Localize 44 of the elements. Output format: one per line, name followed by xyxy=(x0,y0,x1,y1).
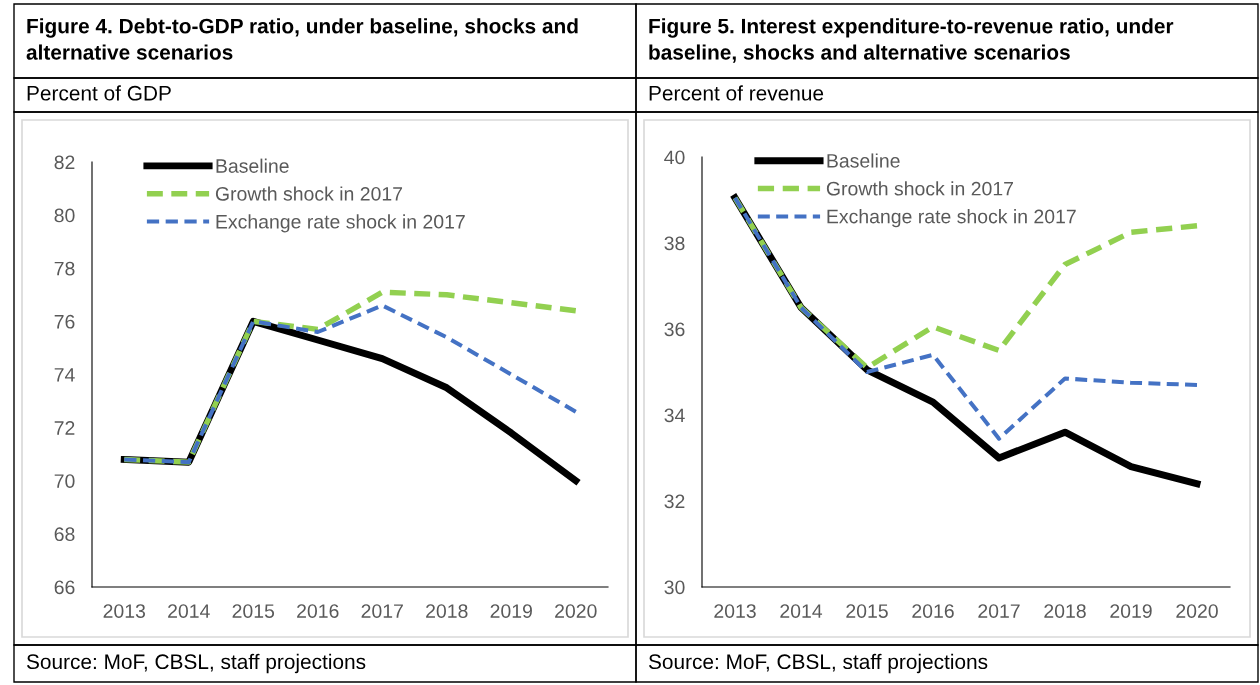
chart-subtitle: Percent of GDP xyxy=(27,85,171,101)
x-tick-label: 2016 xyxy=(912,604,954,618)
legend-label: Baseline xyxy=(827,153,900,168)
line-series xyxy=(732,195,1200,441)
legend-label: Baseline xyxy=(216,158,289,173)
x-tick-label: 2019 xyxy=(490,604,532,618)
y-tick-label: 34 xyxy=(664,408,685,423)
y-tick-label: 36 xyxy=(664,322,685,337)
y-tick-label: 72 xyxy=(54,421,75,435)
x-tick-label: 2018 xyxy=(1044,604,1086,618)
x-tick-label: 2020 xyxy=(555,604,597,618)
y-tick-label: 80 xyxy=(54,208,75,223)
x-tick-label: 2019 xyxy=(1110,604,1152,618)
legend-label: Growth shock in 2017 xyxy=(215,186,403,201)
y-tick-label: 38 xyxy=(664,236,685,251)
y-tick-label: 32 xyxy=(664,494,685,509)
y-tick-label: 74 xyxy=(54,368,75,382)
legend-label: Growth shock in 2017 xyxy=(826,181,1013,196)
source-note: Source: MoF, CBSL, staff projections xyxy=(26,653,366,674)
chart-subtitle: Percent of revenue xyxy=(649,85,824,101)
y-tick-label: 68 xyxy=(54,527,75,542)
x-tick-label: 2014 xyxy=(168,604,210,618)
x-tick-label: 2020 xyxy=(1176,604,1218,618)
x-tick-label: 2017 xyxy=(361,604,403,618)
x-tick-label: 2018 xyxy=(426,604,468,618)
legend-label: Exchange rate shock in 2017 xyxy=(216,214,465,233)
x-tick-label: 2017 xyxy=(978,604,1020,618)
y-tick-label: 70 xyxy=(54,474,75,488)
chart-title: Figure 4. Debt-to-GDP ratio, under baseline, shocks and alternative scenarios xyxy=(26,18,578,60)
legend-label: Exchange rate shock in 2017 xyxy=(827,209,1076,228)
x-tick-label: 2013 xyxy=(714,604,756,618)
y-tick-label: 30 xyxy=(664,580,685,595)
y-tick-label: 82 xyxy=(54,155,75,170)
x-tick-label: 2015 xyxy=(846,604,888,618)
y-tick-label: 40 xyxy=(664,150,685,165)
x-tick-label: 2015 xyxy=(232,604,275,618)
x-tick-label: 2013 xyxy=(103,604,146,618)
y-tick-label: 66 xyxy=(54,580,75,595)
y-tick-label: 78 xyxy=(54,261,75,276)
chart-title: Figure 5. Interest expenditure-to-revenue ratio, under baseline, shocks and alternative scenarios xyxy=(649,18,1174,63)
y-tick-label: 76 xyxy=(54,314,75,329)
x-tick-label: 2014 xyxy=(780,604,823,618)
x-tick-label: 2016 xyxy=(297,604,339,618)
source-note: Source: MoF, CBSL, staff projections xyxy=(648,653,988,674)
